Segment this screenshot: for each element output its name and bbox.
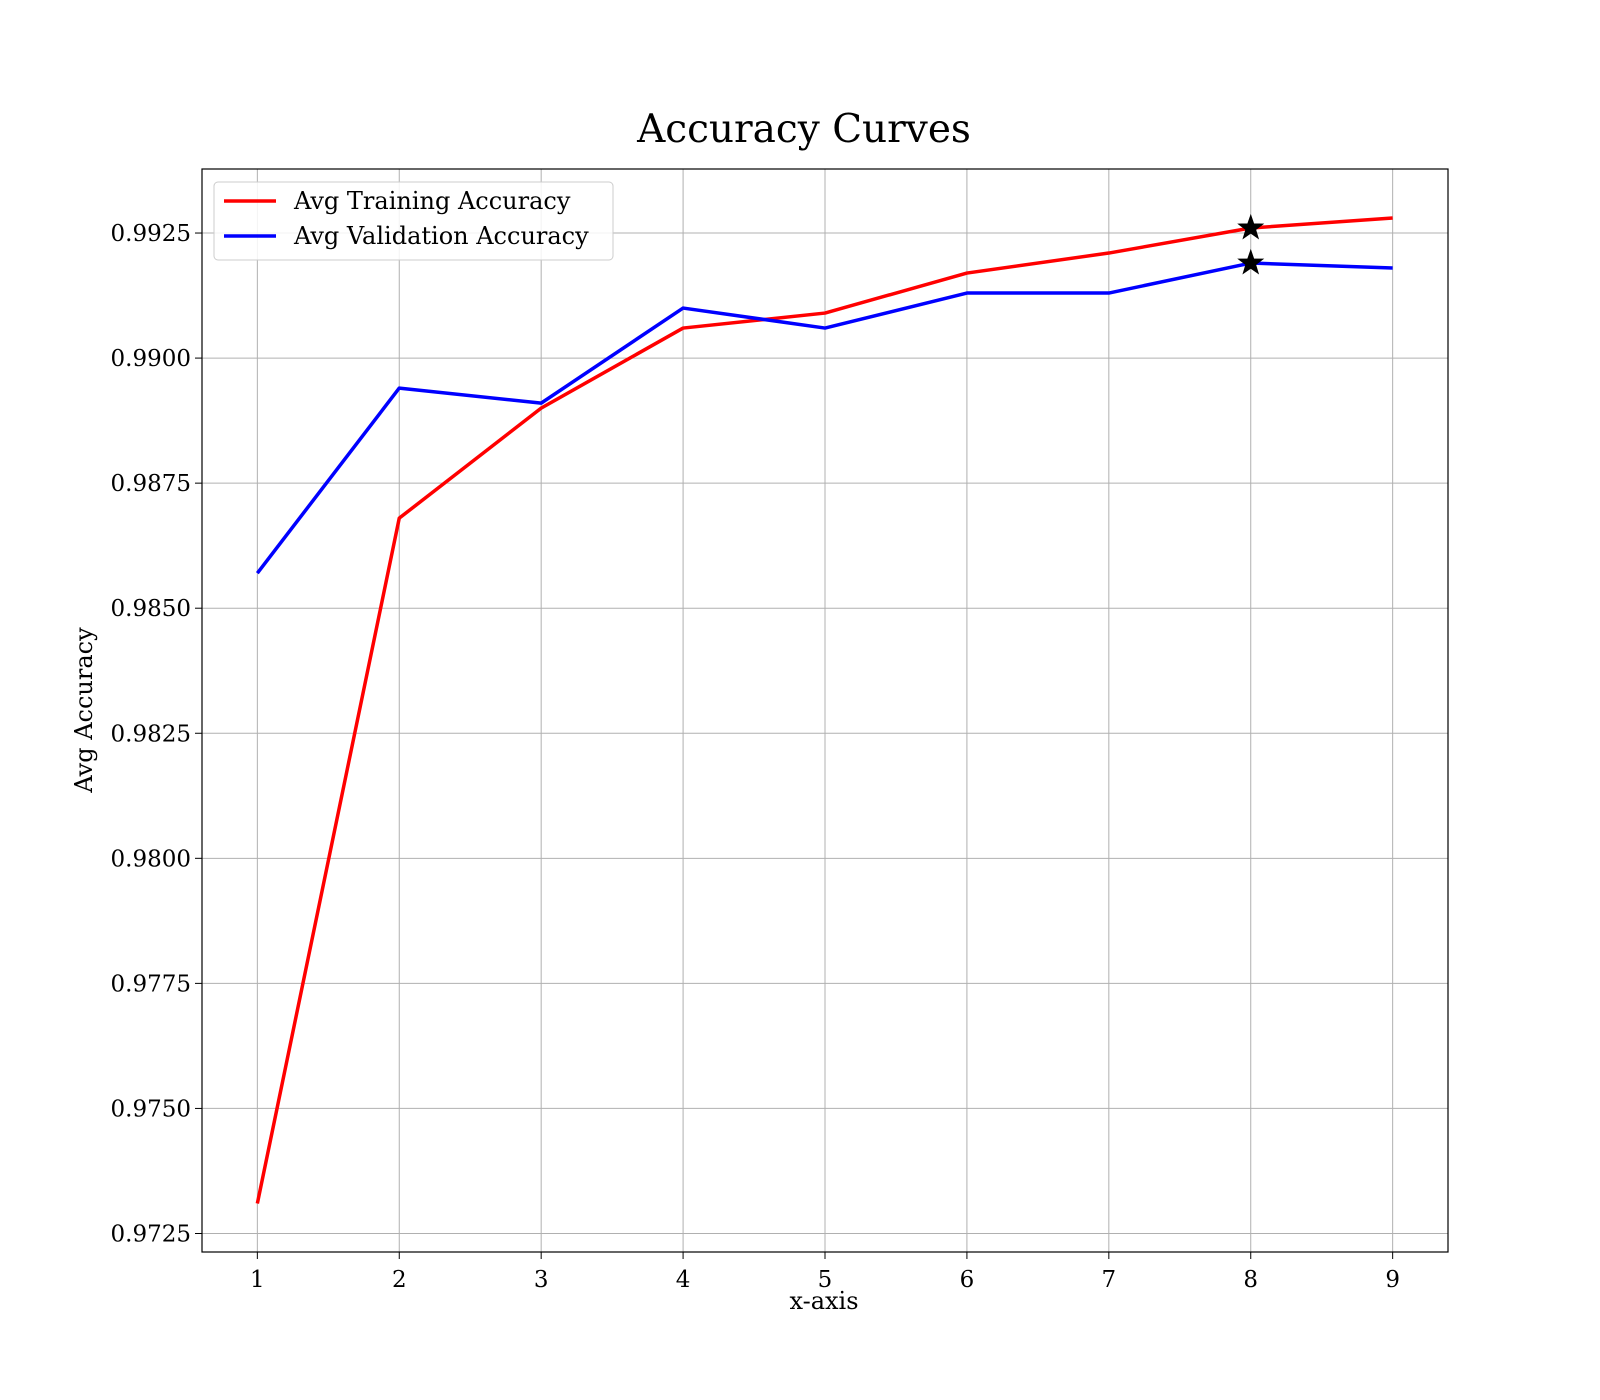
x-tick-label: 3 [534,1267,549,1293]
x-tick-label: 4 [676,1267,691,1293]
best-epoch-star-marker [1237,213,1265,240]
x-tick-label: 7 [1102,1267,1117,1293]
best-epoch-star-marker [1237,248,1265,275]
validation-accuracy-line [255,261,1393,575]
grid-lines [202,169,1448,1252]
legend-box [213,181,614,261]
y-tick-label: 0.9925 [111,221,191,247]
x-tick-label: 2 [392,1267,407,1293]
x-axis-ticks: 1 2 3 4 5 6 7 8 9 [250,1252,1400,1293]
x-tick-label: 6 [960,1267,975,1293]
training-accuracy-line [255,216,1393,1204]
legend: Avg Training Accuracy Avg Validation Acc… [213,181,614,261]
y-tick-label: 0.9875 [111,471,191,497]
y-tick-label: 0.9900 [111,346,191,372]
legend-label-validation: Avg Validation Accuracy [293,222,589,250]
y-tick-label: 0.9775 [111,971,191,997]
y-tick-label: 0.9825 [111,721,191,747]
best-markers [1237,213,1265,275]
x-tick-label: 5 [818,1267,833,1293]
x-tick-label: 1 [250,1267,265,1293]
x-axis-label: x-axis [789,1287,858,1315]
y-tick-label: 0.9725 [111,1221,191,1247]
y-axis-ticks: 0.9725 0.9750 0.9775 0.9800 0.9825 0.9850 0.98… [111,221,202,1247]
x-tick-label: 9 [1385,1267,1400,1293]
series-lines [255,216,1393,1204]
legend-label-training: Avg Training Accuracy [293,187,571,215]
chart-title: Accuracy Curves [636,107,971,152]
y-tick-label: 0.9850 [111,596,191,622]
y-axis-label: Avg Accuracy [70,627,98,794]
y-tick-label: 0.9800 [111,846,191,872]
x-tick-label: 8 [1243,1267,1258,1293]
y-tick-label: 0.9750 [111,1096,191,1122]
